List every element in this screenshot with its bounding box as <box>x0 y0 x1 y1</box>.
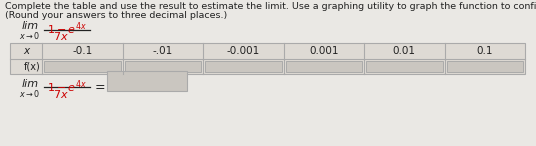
Text: x: x <box>23 46 29 56</box>
Text: =: = <box>95 81 106 94</box>
Bar <box>366 60 443 72</box>
Bar <box>286 60 362 72</box>
Bar <box>10 43 525 74</box>
Text: 0.01: 0.01 <box>393 46 416 56</box>
Text: $1-e^{4x}$: $1-e^{4x}$ <box>47 20 87 37</box>
Bar <box>124 60 201 72</box>
Text: 0.1: 0.1 <box>477 46 493 56</box>
Text: lim: lim <box>22 79 39 89</box>
Bar <box>44 60 121 72</box>
Bar <box>205 60 281 72</box>
Text: -0.001: -0.001 <box>227 46 260 56</box>
Bar <box>446 60 523 72</box>
Text: $x\to0$: $x\to0$ <box>19 88 40 99</box>
Text: lim: lim <box>22 21 39 31</box>
Text: $x\to0$: $x\to0$ <box>19 30 40 41</box>
Bar <box>107 71 187 91</box>
Text: (Round your answers to three decimal places.): (Round your answers to three decimal pla… <box>5 11 227 20</box>
Text: $7x$: $7x$ <box>53 31 69 42</box>
Text: Complete the table and use the result to estimate the limit. Use a graphing util: Complete the table and use the result to… <box>5 2 536 11</box>
Text: $1-e^{4x}$: $1-e^{4x}$ <box>47 78 87 95</box>
Text: f(x): f(x) <box>24 61 41 71</box>
Text: 0.001: 0.001 <box>309 46 339 56</box>
Text: -.01: -.01 <box>153 46 173 56</box>
Text: -0.1: -0.1 <box>72 46 92 56</box>
Text: $7x$: $7x$ <box>53 88 69 100</box>
